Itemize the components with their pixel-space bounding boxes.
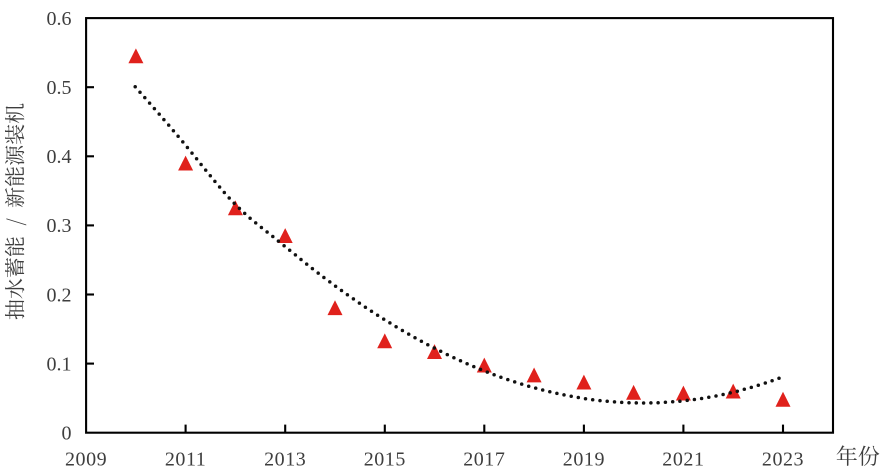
svg-text:0.3: 0.3 (47, 215, 72, 237)
svg-text:2015: 2015 (364, 449, 406, 471)
svg-text:0.2: 0.2 (47, 284, 72, 306)
svg-text:0.6: 0.6 (47, 8, 72, 30)
svg-text:2011: 2011 (165, 449, 206, 471)
svg-text:2017: 2017 (463, 449, 505, 471)
svg-text:2019: 2019 (563, 449, 605, 471)
svg-text:2023: 2023 (762, 449, 804, 471)
svg-text:2021: 2021 (662, 449, 704, 471)
svg-text:2009: 2009 (65, 449, 107, 471)
svg-text:0.5: 0.5 (47, 77, 72, 99)
svg-text:0.4: 0.4 (47, 146, 72, 168)
svg-text:0: 0 (62, 423, 72, 445)
svg-text:0.1: 0.1 (47, 353, 72, 375)
svg-text:2013: 2013 (264, 449, 306, 471)
